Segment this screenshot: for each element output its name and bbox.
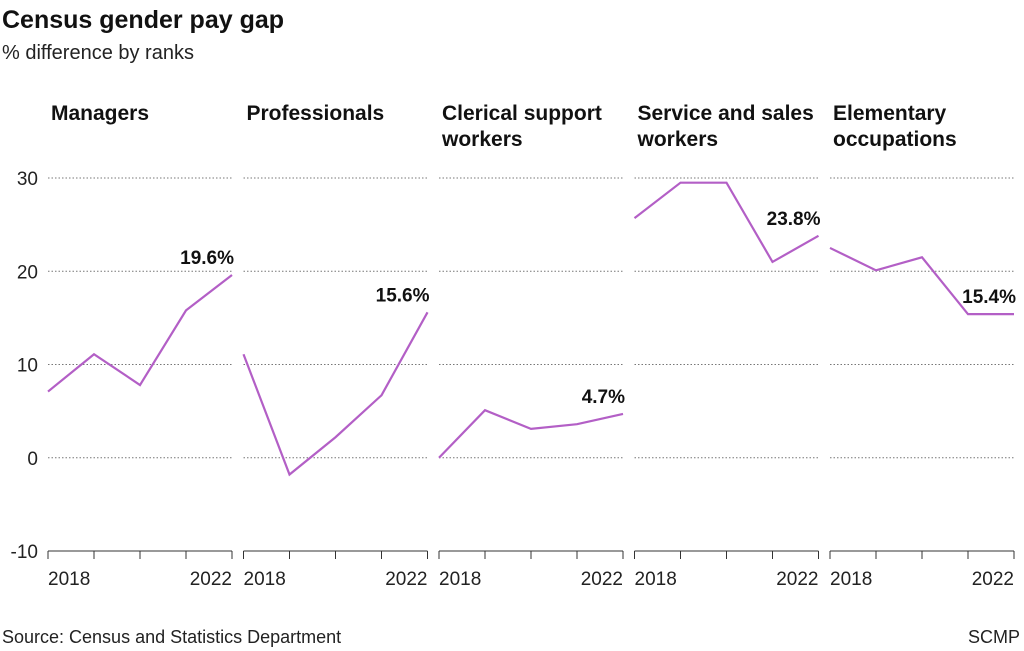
value-label: 19.6% xyxy=(180,248,234,269)
panel-title: Professionals xyxy=(246,102,385,125)
x-tick-label: 2022 xyxy=(385,569,427,590)
x-tick-label: 2018 xyxy=(635,569,677,590)
panel-title: Service and sales workers xyxy=(637,102,814,151)
series-line xyxy=(438,408,624,459)
series-line xyxy=(47,274,233,393)
x-tick-label: 2022 xyxy=(190,569,232,590)
value-label: 23.8% xyxy=(767,209,821,230)
panel-title: Managers xyxy=(51,102,150,125)
y-tick-label: 0 xyxy=(27,449,38,470)
chart-title: Census gender pay gap xyxy=(2,6,284,34)
value-label: 4.7% xyxy=(582,387,625,408)
series-line xyxy=(242,311,429,477)
value-label: 15.4% xyxy=(962,287,1016,308)
x-tick-label: 2018 xyxy=(439,569,481,590)
value-label: 15.6% xyxy=(376,285,430,306)
x-tick-label: 2018 xyxy=(244,569,286,590)
y-tick-label: -10 xyxy=(11,542,38,563)
y-tick-label: 30 xyxy=(17,169,38,190)
x-tick-label: 2022 xyxy=(581,569,623,590)
credit: SCMP xyxy=(968,627,1020,647)
x-tick-label: 2018 xyxy=(830,569,872,590)
source: Source: Census and Statistics Department xyxy=(2,627,341,647)
panel-title: Clerical support workers xyxy=(442,102,602,151)
y-tick-label: 20 xyxy=(17,262,38,283)
y-tick-label: 10 xyxy=(17,356,38,377)
x-tick-label: 2018 xyxy=(48,569,90,590)
series-line xyxy=(829,246,1014,316)
x-tick-label: 2022 xyxy=(776,569,818,590)
panel-title: Elementary occupations xyxy=(833,102,957,151)
x-tick-label: 2022 xyxy=(972,569,1014,590)
series-line xyxy=(633,181,820,264)
chart-subtitle: % difference by ranks xyxy=(2,42,194,64)
